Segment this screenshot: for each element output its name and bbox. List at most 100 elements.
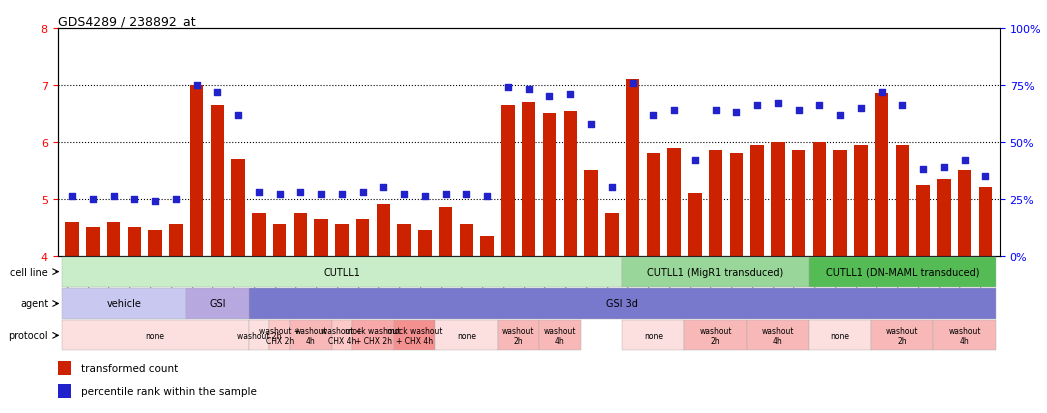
Point bbox=[790, 107, 807, 114]
Text: washout
2h: washout 2h bbox=[699, 326, 732, 345]
Point bbox=[417, 194, 433, 200]
Bar bbox=[335, 225, 349, 256]
Bar bbox=[149, 230, 162, 256]
Text: CUTLL1 (MigR1 transduced): CUTLL1 (MigR1 transduced) bbox=[647, 267, 783, 277]
Bar bbox=[314, 219, 328, 256]
Point bbox=[873, 89, 890, 96]
Bar bbox=[809, 320, 871, 351]
Point bbox=[770, 100, 786, 107]
Bar bbox=[542, 114, 556, 256]
Bar bbox=[273, 225, 287, 256]
Point bbox=[645, 112, 662, 119]
Bar bbox=[747, 320, 809, 351]
Point bbox=[334, 191, 351, 198]
Bar bbox=[128, 228, 141, 256]
Bar bbox=[62, 257, 622, 287]
Point bbox=[687, 157, 704, 164]
Bar bbox=[190, 85, 203, 256]
Point bbox=[749, 103, 765, 109]
Bar bbox=[293, 214, 307, 256]
Point bbox=[85, 196, 102, 202]
Text: none: none bbox=[456, 331, 476, 340]
Bar bbox=[522, 103, 535, 256]
Point bbox=[313, 191, 330, 198]
Bar bbox=[356, 219, 370, 256]
Point bbox=[375, 185, 392, 191]
Point bbox=[666, 107, 683, 114]
Text: transformed count: transformed count bbox=[82, 363, 178, 373]
Bar bbox=[352, 320, 394, 351]
Point bbox=[582, 121, 599, 128]
Point bbox=[209, 89, 226, 96]
Bar bbox=[332, 320, 352, 351]
Bar bbox=[563, 111, 577, 256]
Point bbox=[811, 103, 828, 109]
Bar bbox=[751, 145, 764, 256]
Bar bbox=[854, 145, 868, 256]
Bar bbox=[481, 236, 494, 256]
Point bbox=[271, 191, 288, 198]
Point bbox=[852, 105, 869, 112]
Bar bbox=[497, 320, 539, 351]
Point bbox=[106, 194, 122, 200]
Bar bbox=[730, 154, 743, 256]
Point bbox=[541, 94, 558, 100]
Text: GSI 3d: GSI 3d bbox=[606, 299, 638, 309]
Bar bbox=[626, 80, 640, 256]
Bar bbox=[792, 151, 805, 256]
Text: washout +
CHX 4h: washout + CHX 4h bbox=[321, 326, 362, 345]
Bar bbox=[667, 148, 681, 256]
Point bbox=[147, 198, 163, 205]
Point bbox=[354, 189, 371, 196]
Point bbox=[831, 112, 848, 119]
Point bbox=[188, 82, 205, 89]
Point bbox=[168, 196, 184, 202]
Point bbox=[478, 194, 495, 200]
Text: washout
4h: washout 4h bbox=[294, 326, 327, 345]
Bar bbox=[107, 222, 120, 256]
Bar bbox=[646, 154, 660, 256]
Bar bbox=[502, 106, 515, 256]
Point bbox=[935, 164, 952, 171]
Text: washout
4h: washout 4h bbox=[761, 326, 794, 345]
Bar bbox=[875, 94, 888, 256]
Text: cell line: cell line bbox=[10, 267, 48, 277]
Bar bbox=[979, 188, 993, 256]
Bar bbox=[86, 228, 99, 256]
Text: none: none bbox=[644, 331, 663, 340]
Bar bbox=[622, 320, 685, 351]
Bar bbox=[398, 225, 410, 256]
Bar bbox=[418, 230, 431, 256]
Text: washout
4h: washout 4h bbox=[543, 326, 576, 345]
Bar bbox=[934, 320, 996, 351]
Point bbox=[64, 194, 81, 200]
Bar bbox=[170, 225, 182, 256]
Text: agent: agent bbox=[20, 299, 48, 309]
Bar bbox=[58, 362, 70, 375]
Bar bbox=[584, 171, 598, 256]
Bar bbox=[439, 208, 452, 256]
Bar bbox=[916, 185, 930, 256]
Text: GSI: GSI bbox=[209, 299, 226, 309]
Bar bbox=[688, 194, 701, 256]
Bar bbox=[231, 159, 245, 256]
Point bbox=[499, 85, 516, 91]
Bar bbox=[895, 145, 909, 256]
Text: mock washout
+ CHX 2h: mock washout + CHX 2h bbox=[346, 326, 401, 345]
Point bbox=[894, 103, 911, 109]
Text: percentile rank within the sample: percentile rank within the sample bbox=[82, 386, 257, 396]
Text: washout
2h: washout 2h bbox=[886, 326, 918, 345]
Bar bbox=[958, 171, 972, 256]
Bar bbox=[65, 222, 79, 256]
Point bbox=[396, 191, 413, 198]
Bar bbox=[436, 320, 497, 351]
Bar bbox=[871, 320, 934, 351]
Point bbox=[250, 189, 267, 196]
Bar bbox=[58, 384, 70, 398]
Point bbox=[624, 80, 641, 87]
Point bbox=[728, 109, 744, 116]
Bar bbox=[394, 320, 436, 351]
Text: none: none bbox=[830, 331, 849, 340]
Bar bbox=[460, 225, 473, 256]
Bar bbox=[248, 289, 996, 319]
